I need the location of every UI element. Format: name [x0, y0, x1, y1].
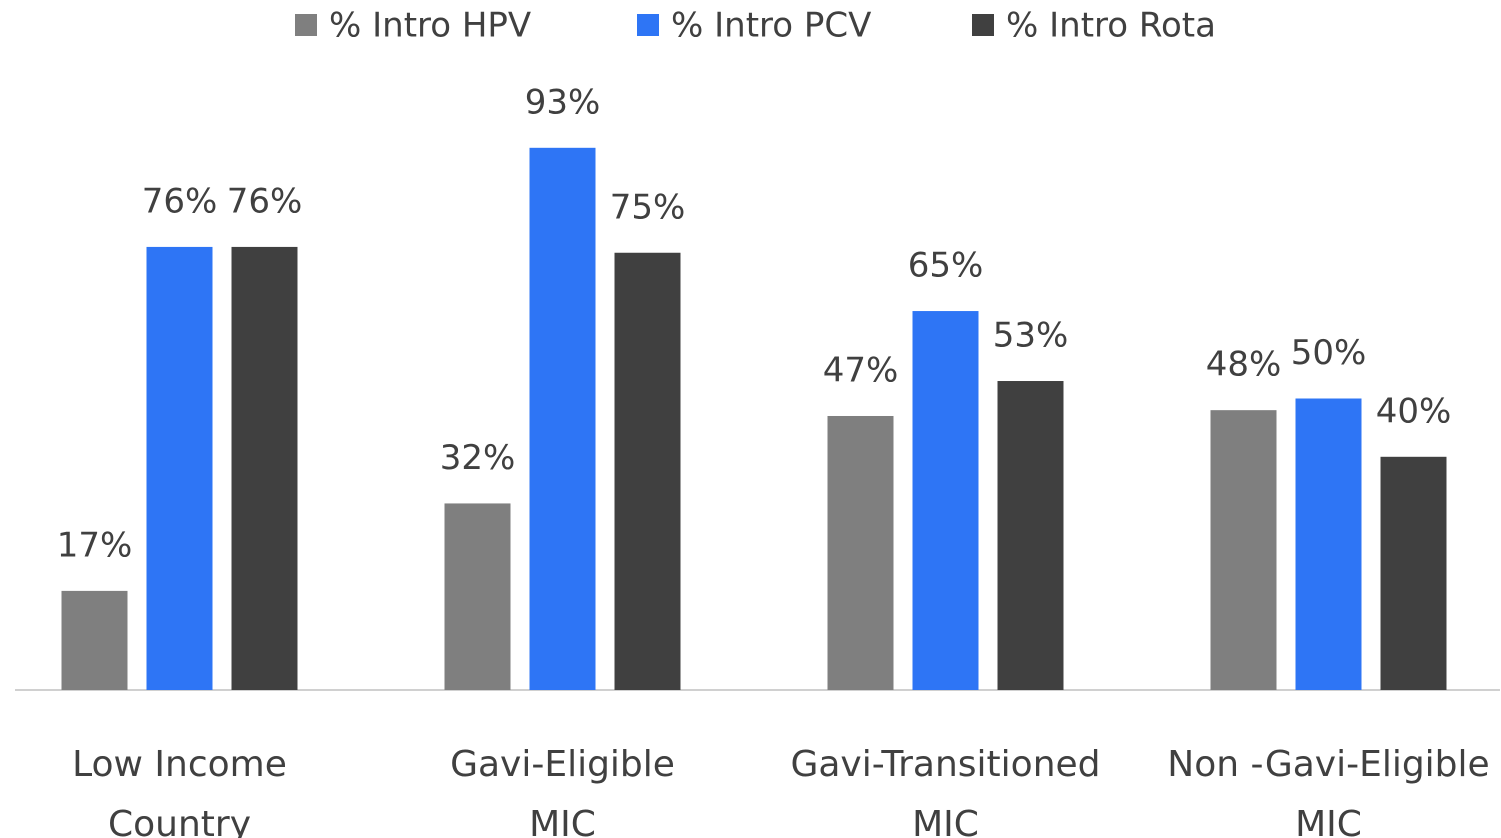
data-label: 40%	[1376, 391, 1452, 431]
legend-swatch	[972, 14, 994, 36]
data-label: 65%	[908, 246, 984, 286]
x-tick-label: Gavi-Transitioned MIC	[790, 744, 1101, 838]
bar	[231, 246, 298, 691]
bar	[997, 381, 1064, 690]
legend-swatch	[295, 14, 317, 36]
data-label: 76%	[142, 181, 218, 221]
bar	[614, 252, 681, 690]
x-tick-label: Gavi-Eligible MIC	[450, 744, 675, 838]
data-label: 47%	[823, 350, 899, 390]
bar	[1210, 410, 1277, 690]
data-label: 93%	[525, 82, 601, 122]
data-label: 76%	[227, 181, 303, 221]
data-label: 53%	[993, 316, 1069, 356]
bar	[827, 415, 894, 690]
legend-label: % Intro PCV	[671, 6, 871, 46]
x-tick-label: Low Income Country	[72, 744, 287, 838]
bar	[1295, 398, 1362, 690]
x-tick-label: Non -Gavi-Eligible MIC	[1167, 744, 1490, 838]
bar	[146, 246, 213, 691]
bar	[1380, 456, 1447, 690]
data-label: 48%	[1206, 345, 1282, 385]
data-label: 32%	[440, 438, 516, 478]
data-label: 75%	[610, 187, 686, 227]
data-label: 50%	[1291, 333, 1367, 373]
data-label: 17%	[57, 525, 133, 565]
legend-label: % Intro HPV	[329, 6, 531, 46]
bar	[61, 590, 128, 690]
bar	[912, 311, 979, 690]
legend-label: % Intro Rota	[1006, 6, 1216, 46]
bar	[529, 147, 596, 690]
legend-swatch	[637, 14, 659, 36]
bar	[444, 503, 511, 690]
